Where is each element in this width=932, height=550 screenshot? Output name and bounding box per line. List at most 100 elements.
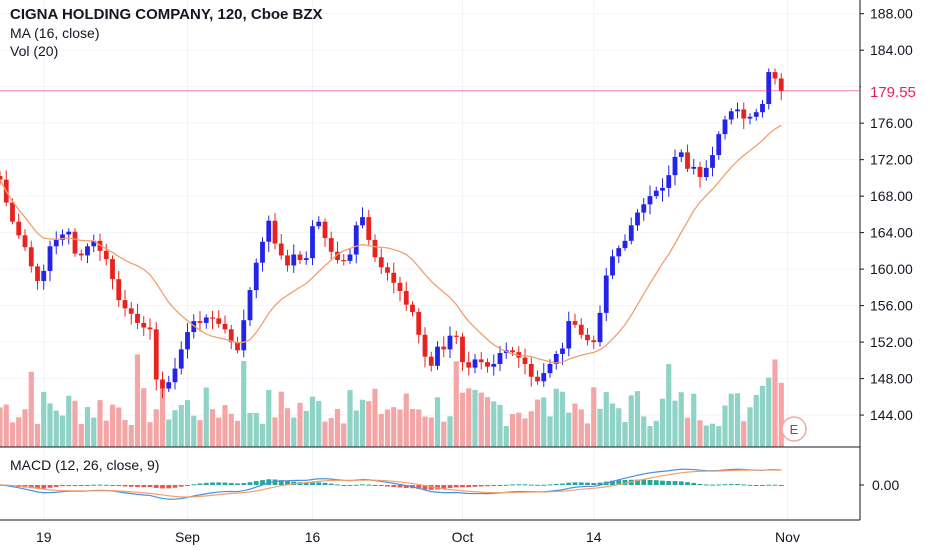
candle-body	[435, 346, 440, 366]
macd-histogram-bar	[385, 485, 390, 487]
volume-bar	[197, 420, 203, 447]
volume-bar	[297, 402, 303, 447]
candle-body	[260, 241, 265, 263]
candle-body	[253, 262, 259, 291]
volume-bar	[241, 361, 247, 447]
candle-body	[153, 329, 159, 380]
candle-body	[222, 323, 228, 330]
macd-histogram-bar	[510, 484, 515, 486]
volume-bar	[566, 412, 572, 447]
volume-bar	[434, 397, 441, 447]
macd-legend-label[interactable]: MACD (12, 26, close, 9)	[10, 457, 160, 473]
macd-histogram-bar	[110, 485, 115, 486]
volume-bar	[603, 392, 609, 447]
volume-bar	[203, 387, 209, 447]
volume-bar	[66, 395, 72, 447]
earnings-marker[interactable]: E	[781, 416, 807, 442]
last-price-badge	[861, 80, 931, 101]
candle-body	[466, 362, 472, 368]
macd-histogram-bar	[210, 482, 215, 485]
volume-bar	[172, 410, 178, 447]
candle-body	[441, 346, 447, 350]
volume-bar	[334, 408, 341, 447]
macd-histogram-bar	[497, 485, 503, 486]
macd-histogram-bar	[653, 480, 659, 485]
macd-histogram-bar	[347, 485, 353, 486]
macd-histogram-bar	[191, 484, 197, 486]
candle-body	[591, 340, 597, 343]
macd-histogram-bar	[535, 484, 540, 486]
candle-body	[216, 318, 222, 324]
volume-bar	[691, 393, 697, 447]
macd-histogram-bar	[322, 482, 328, 485]
candle-body	[753, 112, 759, 117]
volume-bar	[347, 390, 353, 447]
macd-histogram-bar	[341, 484, 347, 486]
volume-bar	[522, 418, 528, 447]
macd-histogram-bar	[353, 484, 359, 486]
volume-bar	[553, 388, 559, 447]
candle-body	[547, 363, 553, 374]
volume-bar	[416, 409, 422, 447]
volume-legend-label[interactable]: Vol (20)	[10, 43, 59, 59]
macd-histogram-bar	[553, 483, 559, 485]
macd-histogram-bar	[491, 485, 497, 486]
volume-bar	[628, 395, 634, 447]
macd-histogram-bar	[453, 485, 459, 488]
candle-body	[647, 196, 653, 205]
volume-bar	[191, 415, 197, 447]
macd-histogram-bar	[422, 485, 428, 490]
candle-body	[760, 103, 765, 113]
y-tick-label: 188.00	[870, 6, 913, 22]
volume-bar	[722, 405, 728, 447]
macd-histogram-bar	[585, 482, 590, 485]
y-tick-label: 144.00	[870, 407, 913, 423]
x-tick-label: Sep	[175, 529, 200, 545]
macd-histogram-bar	[128, 485, 134, 487]
candle-body	[172, 368, 178, 383]
candle-body	[397, 282, 403, 292]
time-axis-ticks[interactable]: 19 Sep 16 Oct 14 Nov	[36, 529, 800, 545]
macd-histogram-bar	[403, 485, 409, 488]
macd-histogram-bar	[747, 484, 753, 486]
candle-body	[653, 190, 659, 197]
macd-histogram-bar	[697, 483, 703, 485]
candle-body	[416, 311, 422, 335]
y-tick-label: 168.00	[870, 188, 913, 204]
candle-body	[578, 324, 584, 335]
candle-body	[110, 259, 115, 280]
volume-bar	[166, 419, 172, 447]
macd-histogram-bar	[172, 485, 178, 488]
macd-histogram-bar	[547, 484, 553, 486]
volume-bar	[609, 403, 616, 447]
macd-histogram-bar	[516, 484, 522, 486]
candle-body	[628, 225, 634, 241]
macd-histogram-bar	[260, 480, 265, 485]
candle-body	[278, 243, 284, 256]
macd-histogram-bar	[460, 485, 465, 488]
volume-bar	[72, 400, 78, 447]
macd-histogram-bar	[722, 484, 728, 486]
candle-body	[566, 321, 572, 349]
x-tick-label: 14	[586, 529, 602, 545]
macd-histogram-bar	[60, 485, 65, 487]
volume-bar	[59, 415, 66, 447]
earnings-circle	[781, 416, 807, 442]
candle-body	[378, 257, 384, 268]
volume-bar	[378, 414, 384, 447]
macd-histogram-bar	[328, 483, 334, 485]
ma-legend-label[interactable]: MA (16, close)	[10, 25, 100, 41]
candle-body	[485, 362, 490, 367]
candle-body	[522, 357, 528, 364]
symbol-title[interactable]: CIGNA HOLDING COMPANY, 120, Cboe BZX	[10, 6, 323, 23]
candle-body	[641, 204, 647, 213]
candle-body	[178, 349, 184, 369]
price-axis-ticks[interactable]: 188.00184.00180.00176.00172.00168.00164.…	[860, 6, 913, 493]
volume-bar	[466, 388, 472, 447]
macd-histogram-bar	[378, 485, 384, 487]
macd-histogram-bar	[197, 483, 203, 485]
volume-bar	[597, 408, 603, 447]
candle-body	[85, 246, 90, 256]
volume-bar	[422, 416, 428, 447]
